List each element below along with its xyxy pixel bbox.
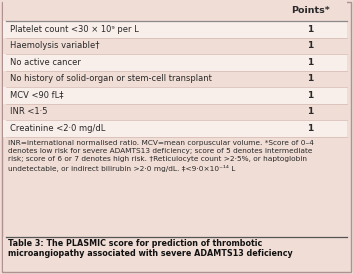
Text: 1: 1 [307, 58, 313, 67]
Bar [3, 70, 347, 87]
Bar [3, 237, 347, 271]
Text: 1: 1 [307, 107, 313, 116]
Text: Platelet count <30 × 10⁹ per L: Platelet count <30 × 10⁹ per L [10, 25, 139, 34]
Text: No active cancer: No active cancer [10, 58, 81, 67]
Text: 1: 1 [307, 91, 313, 100]
Text: Points*: Points* [291, 6, 329, 15]
Text: INR <1·5: INR <1·5 [10, 107, 48, 116]
Text: denotes low risk for severe ADAMTS13 deficiency; score of 5 denotes intermediate: denotes low risk for severe ADAMTS13 def… [8, 148, 312, 154]
Text: INR=international normalised ratio. MCV=mean corpuscular volume. *Score of 0–4: INR=international normalised ratio. MCV=… [8, 139, 314, 145]
Text: undetectable, or indirect bilirubin >2·0 mg/dL. ‡<9·0×10⁻¹⁴ L: undetectable, or indirect bilirubin >2·0… [8, 165, 235, 172]
Text: risk; score of 6 or 7 denotes high risk. †Reticulocyte count >2·5%, or haptoglob: risk; score of 6 or 7 denotes high risk.… [8, 156, 307, 162]
Bar [3, 38, 347, 54]
Bar [3, 0, 347, 21]
Bar [3, 21, 347, 38]
Text: 1: 1 [307, 74, 313, 83]
Bar [3, 54, 347, 70]
Text: 1: 1 [307, 124, 313, 133]
Bar [3, 87, 347, 104]
Text: 1: 1 [307, 25, 313, 34]
Bar [3, 120, 347, 136]
Text: Haemolysis variable†: Haemolysis variable† [10, 41, 100, 50]
Text: No history of solid-organ or stem-cell transplant: No history of solid-organ or stem-cell t… [10, 74, 212, 83]
Text: 1: 1 [307, 41, 313, 50]
Text: MCV <90 fL‡: MCV <90 fL‡ [10, 91, 64, 100]
Bar [3, 104, 347, 120]
Text: Creatinine <2·0 mg/dL: Creatinine <2·0 mg/dL [10, 124, 106, 133]
Text: Table 3: The PLASMIC score for prediction of thrombotic
microangiopathy associat: Table 3: The PLASMIC score for predictio… [8, 239, 293, 258]
